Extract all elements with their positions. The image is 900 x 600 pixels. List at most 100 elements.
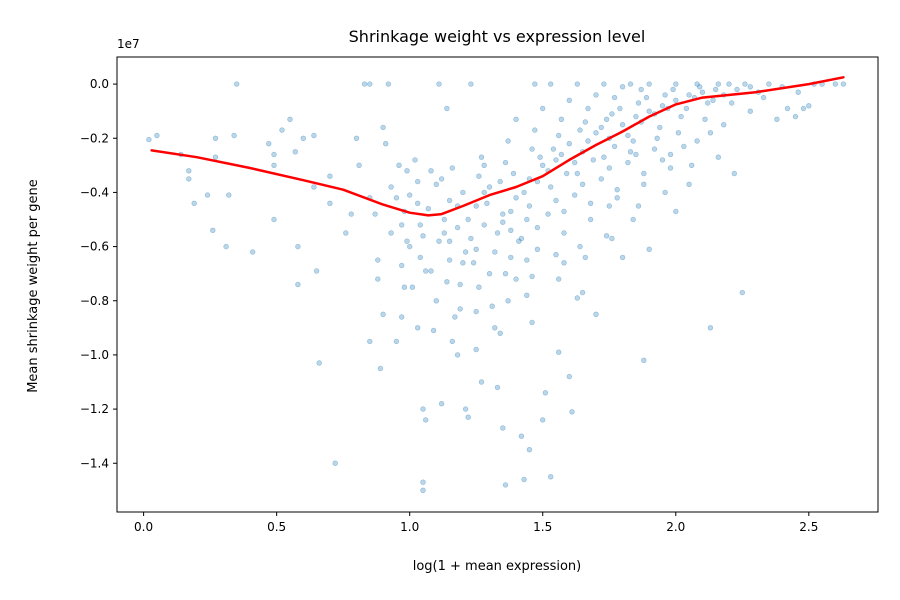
scatter-point	[603, 233, 610, 239]
scatter-point	[734, 86, 740, 93]
scatter-point	[521, 189, 527, 196]
scatter-point	[425, 206, 431, 212]
scatter-point	[630, 216, 636, 223]
scatter-point	[502, 482, 509, 488]
scatter-point	[667, 151, 674, 158]
scatter-point	[582, 254, 588, 261]
scatter-point	[454, 224, 461, 231]
scatter-point	[558, 151, 565, 158]
scatter-point	[688, 162, 695, 169]
scatter-point	[444, 279, 450, 285]
y-offset-label: 1e7	[117, 37, 140, 51]
scatter-point	[436, 238, 442, 244]
scatter-point	[407, 192, 413, 198]
plot-area	[146, 76, 847, 493]
scatter-point	[465, 414, 471, 420]
scatter-point	[420, 406, 426, 412]
scatter-point	[643, 94, 650, 101]
scatter-point	[524, 257, 530, 263]
scatter-point	[279, 127, 285, 133]
scatter-point	[681, 143, 687, 150]
scatter-point	[566, 141, 572, 147]
x-tick-label: 2.5	[799, 520, 818, 534]
y-tick-label: 0.0	[90, 77, 109, 91]
scatter-point	[500, 219, 506, 225]
scatter-point	[404, 238, 410, 244]
scatter-point	[617, 105, 623, 112]
scatter-point	[619, 121, 626, 128]
y-tick-label: −0.6	[80, 240, 109, 254]
scatter-point	[271, 151, 277, 158]
scatter-point	[694, 81, 700, 87]
scatter-point	[204, 192, 211, 198]
scatter-point	[603, 116, 610, 123]
scatter-point	[492, 249, 498, 255]
scatter-point	[473, 246, 479, 253]
scatter-point	[571, 192, 578, 198]
scatter-point	[635, 100, 642, 106]
scatter-point	[399, 222, 405, 228]
scatter-point	[407, 243, 413, 250]
scatter-point	[747, 84, 753, 90]
scatter-point	[742, 81, 748, 87]
scatter-point	[428, 168, 434, 174]
scatter-point	[462, 249, 469, 255]
scatter-point	[385, 81, 392, 87]
scatter-point	[146, 136, 152, 143]
x-axis: 0.0 0.5 1.0 1.5 2.0 2.5	[134, 512, 818, 534]
scatter-point	[547, 474, 554, 480]
y-tick-label: −1.2	[80, 402, 109, 416]
scatter-point	[587, 200, 594, 207]
scatter-point	[521, 476, 527, 483]
scatter-point	[569, 409, 575, 415]
scatter-point	[311, 132, 317, 139]
scatter-point	[423, 417, 429, 423]
scatter-point	[641, 357, 647, 363]
y-tick-label: −1.4	[80, 456, 109, 470]
scatter-point	[686, 181, 692, 188]
scatter-point	[415, 200, 421, 207]
scatter-point	[457, 281, 463, 288]
scatter-point	[513, 276, 519, 282]
scatter-point	[500, 211, 506, 217]
scatter-point	[598, 124, 604, 131]
scatter-point	[659, 103, 666, 109]
scatter-point	[500, 425, 506, 431]
scatter-point	[505, 298, 511, 304]
y-tick-label: −0.2	[80, 131, 109, 145]
scatter-point	[438, 401, 445, 407]
scatter-point	[555, 349, 562, 355]
scatter-point	[545, 211, 551, 217]
scatter-point	[739, 289, 745, 296]
scatter-point	[388, 230, 394, 236]
scatter-point	[423, 268, 429, 274]
scatter-point	[627, 149, 634, 155]
scatter-point	[590, 157, 596, 163]
scatter-point	[473, 346, 479, 353]
axes-frame	[116, 56, 879, 513]
scatter-point	[683, 105, 690, 112]
y-tick-label: −0.4	[80, 185, 109, 199]
scatter-point	[539, 417, 546, 423]
scatter-point	[662, 189, 668, 196]
scatter-point	[484, 200, 490, 207]
scatter-point	[348, 211, 354, 217]
scatter-point	[566, 373, 572, 380]
scatter-point	[444, 105, 450, 112]
scatter-point	[420, 479, 426, 485]
scatter-point	[710, 97, 716, 104]
scatter-point	[585, 138, 591, 144]
scatter-point	[396, 162, 402, 169]
scatter-point	[417, 222, 423, 228]
scatter-point	[271, 162, 277, 169]
scatter-point	[446, 197, 453, 204]
scatter-point	[593, 130, 599, 136]
scatter-point	[678, 113, 684, 120]
scatter-point	[332, 460, 338, 466]
scatter-point	[641, 181, 647, 188]
scatter-point	[526, 203, 533, 209]
scatter-point	[380, 311, 386, 317]
scatter-point	[792, 113, 799, 120]
scatter-point	[287, 116, 293, 123]
